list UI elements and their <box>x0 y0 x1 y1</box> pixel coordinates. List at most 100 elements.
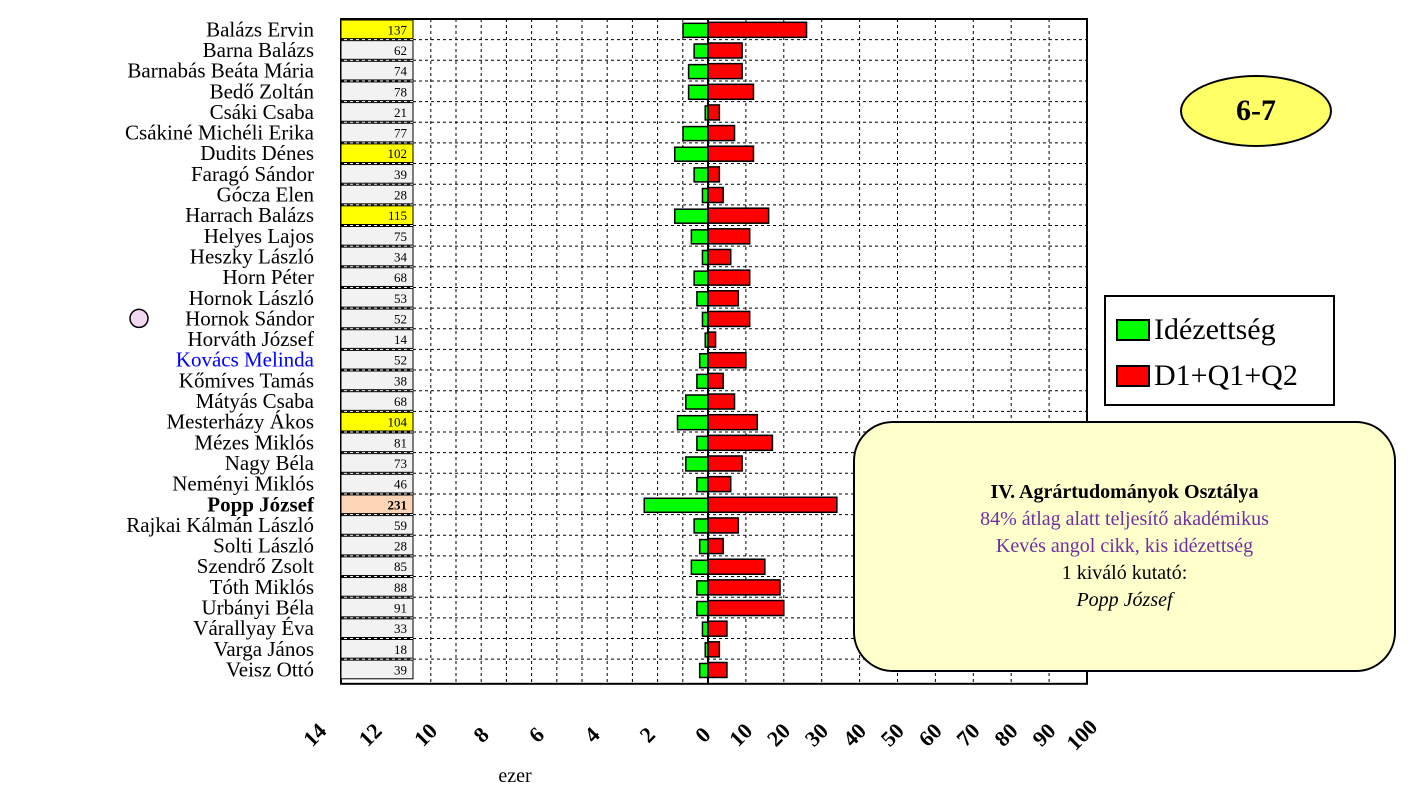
bar-publications <box>707 455 743 472</box>
name-label: Faragó Sándor <box>191 162 314 186</box>
score-label: 231 <box>388 497 408 512</box>
callout-line-2: Kevés angol cikk, kis idézettség <box>995 535 1254 557</box>
score-cell <box>340 618 414 638</box>
x-tick-label: 8 <box>468 722 493 747</box>
bar-publications <box>707 83 755 101</box>
score-cell <box>340 411 414 432</box>
bar-publications <box>707 517 740 534</box>
bar-publications <box>707 579 781 596</box>
bar-publications <box>707 331 717 348</box>
score-label: 52 <box>394 353 407 368</box>
bar-citation <box>696 435 709 452</box>
bar-publications <box>707 62 743 80</box>
score-label: 33 <box>394 621 407 636</box>
bar-citation <box>693 167 709 183</box>
legend-item-red: D1+Q1+Q2 <box>1116 353 1333 399</box>
score-label: 88 <box>394 580 407 595</box>
bar-citation <box>698 352 709 369</box>
score-label: 68 <box>394 394 407 409</box>
bar-citation <box>676 414 709 431</box>
bar-publications <box>707 21 808 39</box>
score-label: 46 <box>394 477 408 492</box>
name-label: Popp József <box>207 492 315 516</box>
score-cell <box>340 349 414 370</box>
bar-citation <box>687 84 709 101</box>
name-label: Bedő Zoltán <box>210 79 315 103</box>
name-label: Urbányi Béla <box>201 596 314 620</box>
score-cell <box>340 164 414 184</box>
score-label: 38 <box>394 373 407 388</box>
bar-publications <box>707 641 721 658</box>
bar-publications <box>707 310 751 328</box>
bar-citation <box>698 662 709 679</box>
name-label: Dudits Dénes <box>200 141 314 165</box>
score-cell <box>340 246 414 267</box>
x-tick-label: 14 <box>298 718 331 751</box>
score-cell <box>340 391 414 411</box>
bar-citation <box>696 291 709 307</box>
name-label: Mátyás Csaba <box>196 389 315 413</box>
bar-publications <box>707 228 751 245</box>
score-cell <box>340 597 414 618</box>
score-cell <box>340 19 414 40</box>
summary-callout: IV. Agrártudományok Osztálya 84% átlag a… <box>853 421 1396 672</box>
bar-publications <box>707 372 724 390</box>
bar-publications <box>707 393 736 410</box>
callout-title: IV. Agrártudományok Osztálya <box>990 481 1259 503</box>
bar-publications <box>707 248 732 266</box>
name-label: Hornok Sándor <box>185 306 314 330</box>
x-tick-label: 20 <box>762 718 795 751</box>
score-label: 73 <box>394 456 407 471</box>
score-cell <box>340 102 414 122</box>
score-label: 62 <box>394 43 407 58</box>
score-label: 85 <box>394 559 407 574</box>
score-label: 28 <box>394 539 407 554</box>
name-label: Szendrő Zsolt <box>197 554 314 578</box>
score-cell <box>340 143 414 164</box>
name-label: Helyes Lajos <box>204 224 314 248</box>
green-swatch-icon <box>1116 319 1150 341</box>
score-label: 78 <box>394 84 407 99</box>
score-label: 52 <box>394 311 407 326</box>
name-label: Rajkai Kálmán László <box>126 513 314 537</box>
name-label: Tóth Miklós <box>210 575 314 599</box>
score-label: 81 <box>394 435 407 450</box>
score-label: 74 <box>394 64 408 79</box>
bar-publications <box>707 413 759 431</box>
bar-citation <box>701 621 709 637</box>
score-cell <box>340 535 414 556</box>
bar-publications <box>707 599 785 617</box>
x-tick-label: 90 <box>1027 718 1060 751</box>
name-label: Hornok László <box>189 286 314 310</box>
score-label: 53 <box>394 291 407 306</box>
marker-circle-icon <box>129 308 149 329</box>
x-tick-label: 60 <box>913 718 946 751</box>
score-label: 28 <box>394 188 407 203</box>
name-label: Veisz Ottó <box>226 657 314 681</box>
x-tick-label: 2 <box>635 722 660 747</box>
score-cell <box>340 60 414 81</box>
score-cell <box>340 639 414 659</box>
bar-citation <box>698 538 709 555</box>
bar-citation <box>701 249 709 266</box>
score-label: 14 <box>394 332 408 347</box>
bar-publications <box>707 166 721 183</box>
name-label: Horn Péter <box>222 265 314 289</box>
x-tick-label: 0 <box>690 722 715 747</box>
bar-citation <box>690 229 709 245</box>
legend: Idézettség D1+Q1+Q2 <box>1104 295 1335 406</box>
score-cell <box>340 556 414 577</box>
legend-item-green: Idézettség <box>1116 307 1333 353</box>
bar-citation <box>682 125 709 142</box>
score-label: 18 <box>394 642 407 657</box>
name-label: Várallyay Éva <box>193 616 314 640</box>
red-swatch-icon <box>1116 365 1150 387</box>
callout-line-3: 1 kiváló kutató: <box>1061 562 1188 584</box>
score-label: 104 <box>388 415 408 430</box>
score-label: 75 <box>394 229 407 244</box>
score-label: 137 <box>388 22 408 37</box>
bar-citation <box>696 580 709 596</box>
name-label: Csákiné Michéli Erika <box>125 121 315 145</box>
bar-citation <box>696 600 709 617</box>
name-label: Harrach Balázs <box>185 203 314 227</box>
